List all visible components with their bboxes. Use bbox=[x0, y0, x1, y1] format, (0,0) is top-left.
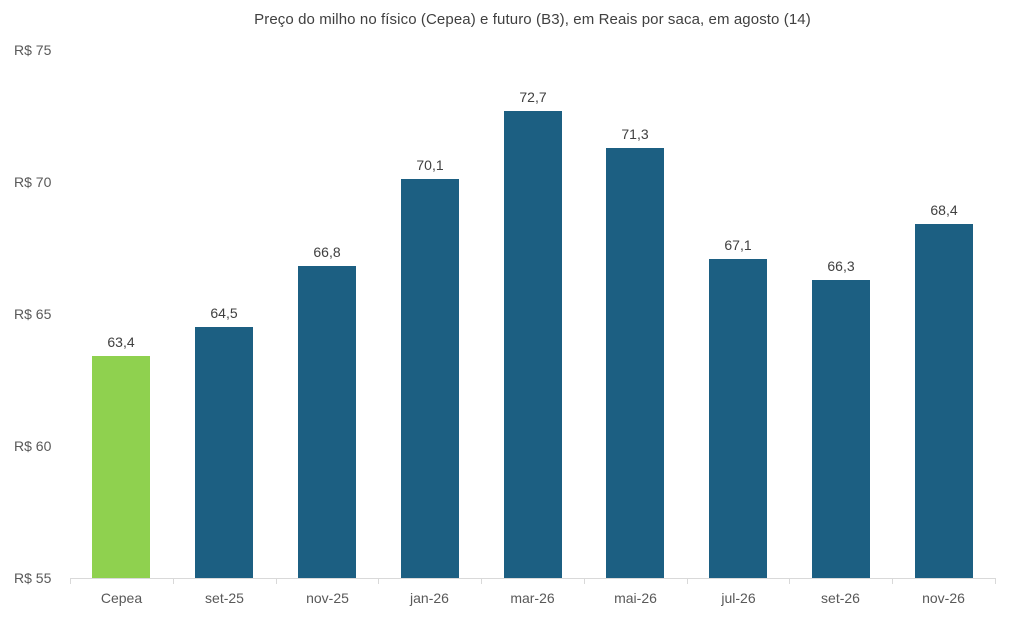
bar bbox=[709, 259, 767, 578]
bar-value-label: 66,8 bbox=[313, 244, 341, 260]
bar-value-label: 72,7 bbox=[519, 89, 547, 105]
bar bbox=[812, 280, 870, 578]
y-axis-label: R$ 65 bbox=[14, 306, 52, 322]
x-axis-category-label: set-25 bbox=[205, 590, 244, 606]
x-axis-tick bbox=[584, 579, 585, 584]
bar bbox=[401, 179, 459, 578]
bar bbox=[504, 111, 562, 578]
y-axis-label: R$ 70 bbox=[14, 174, 52, 190]
x-axis-category-label: set-26 bbox=[821, 590, 860, 606]
bar-value-label: 63,4 bbox=[107, 334, 135, 350]
x-axis-tick bbox=[892, 579, 893, 584]
x-axis-tick bbox=[481, 579, 482, 584]
x-axis-category-label: mar-26 bbox=[510, 590, 555, 606]
x-axis-category-label: jan-26 bbox=[410, 590, 449, 606]
x-axis-tick bbox=[276, 579, 277, 584]
bar bbox=[92, 356, 150, 578]
x-axis-category-label: mai-26 bbox=[614, 590, 657, 606]
chart-title: Preço do milho no físico (Cepea) e futur… bbox=[254, 11, 811, 28]
x-axis-category-label: jul-26 bbox=[721, 590, 756, 606]
x-axis-tick bbox=[687, 579, 688, 584]
x-axis-category-label: Cepea bbox=[100, 590, 143, 606]
bar bbox=[606, 148, 664, 578]
bar-value-label: 64,5 bbox=[210, 305, 238, 321]
y-axis-label: R$ 55 bbox=[14, 570, 52, 586]
bar bbox=[915, 224, 973, 578]
x-axis-tick bbox=[378, 579, 379, 584]
x-axis-line bbox=[70, 578, 996, 579]
bar bbox=[298, 266, 356, 578]
y-axis-label: R$ 75 bbox=[14, 42, 52, 58]
x-axis-tick bbox=[995, 579, 996, 584]
bar-value-label: 66,3 bbox=[827, 258, 855, 274]
bar-value-label: 67,1 bbox=[724, 237, 752, 253]
x-axis-category-label: nov-25 bbox=[306, 590, 349, 606]
x-axis-tick bbox=[70, 579, 71, 584]
bar bbox=[195, 327, 253, 578]
y-axis-label: R$ 60 bbox=[14, 438, 52, 454]
bar-value-label: 68,4 bbox=[930, 202, 958, 218]
bar-value-label: 70,1 bbox=[416, 157, 444, 173]
x-axis-tick bbox=[173, 579, 174, 584]
x-axis-tick bbox=[789, 579, 790, 584]
bar-value-label: 71,3 bbox=[621, 126, 649, 142]
x-axis-category-label: nov-26 bbox=[922, 590, 965, 606]
